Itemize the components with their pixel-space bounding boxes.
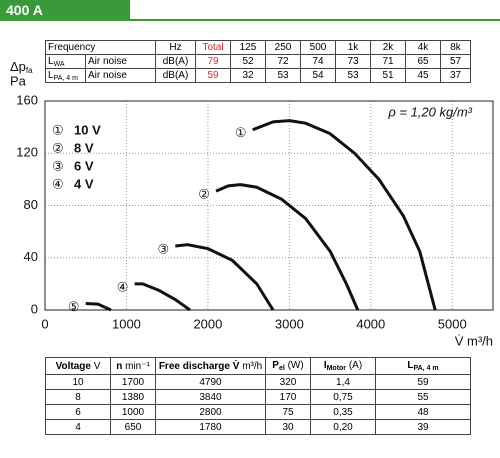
x-tick-label: 4000 — [356, 316, 385, 331]
curve-marker: ⑤ — [68, 299, 80, 314]
value-cell: 0,20 — [310, 419, 376, 435]
table-row: 10 1700 4790 320 1,4 59 — [45, 374, 471, 390]
value-cell: 170 — [265, 389, 311, 405]
x-tick-label: 0 — [41, 316, 48, 331]
table-row: LPA, 4 m Air noise dB(A) 59 32 53 54 53 51 45 37 — [45, 68, 471, 83]
header-text: L — [407, 360, 414, 371]
value-cell: 6 — [45, 404, 111, 420]
curve-marker: ④ — [117, 279, 129, 294]
x-axis-label: V̇ m³/h — [455, 333, 493, 348]
value-cell: 10 — [45, 374, 111, 390]
header-unit: V — [93, 360, 101, 372]
plot-frame — [44, 100, 494, 311]
header-cell: Pel (W) — [265, 357, 311, 375]
noise-table: Frequency Hz Total 125 250 500 1k 2k 4k 8k LWA Air … — [45, 40, 471, 83]
subscript: PA, 4 m — [413, 365, 439, 372]
legend-marker: ② — [52, 140, 64, 155]
y-tick-label: 120 — [16, 145, 38, 160]
value-cell: 55 — [375, 389, 471, 405]
value-cell: 48 — [375, 404, 471, 420]
y-tick-label: 160 — [16, 92, 38, 107]
curve-marker: ① — [235, 125, 247, 140]
header-text: n — [116, 360, 123, 372]
value-cell: 30 — [265, 419, 311, 435]
curve — [175, 243, 275, 311]
header-cell: Free discharge V̇ m³/h — [155, 357, 266, 375]
value-cell: 4 — [45, 419, 111, 435]
value-cell: 1000 — [110, 404, 156, 420]
header-text: Free discharge V̇ — [158, 360, 240, 372]
header-unit: min⁻¹ — [125, 360, 150, 372]
subscript: Motor — [326, 365, 347, 372]
subscript: PA, 4 m — [53, 74, 78, 82]
header-cell: IMotor (A) — [310, 357, 376, 375]
value-cell: 37 — [440, 68, 471, 83]
annotation: ρ = 1,20 kg/m³ — [387, 104, 472, 119]
y-tick-label: 0 — [31, 301, 38, 316]
legend-marker: ① — [52, 122, 64, 137]
legend-marker: ④ — [52, 176, 64, 191]
x-tick-label: 1000 — [112, 316, 141, 331]
value-cell: 650 — [110, 419, 156, 435]
y-tick-label: 40 — [24, 249, 38, 264]
header-cell: Voltage V — [45, 357, 111, 375]
table-row: 8 1380 3840 170 0,75 55 — [45, 389, 471, 405]
subscript: WA — [53, 60, 65, 68]
header-text: P — [272, 360, 279, 371]
value-cell: 59 — [375, 374, 471, 390]
y-label-symbol: Δp — [10, 59, 26, 74]
x-tick-label: 2000 — [193, 316, 222, 331]
curve-marker: ③ — [157, 241, 169, 256]
y-axis-unit: Pa — [10, 73, 27, 88]
symbol: L — [48, 55, 54, 67]
value-cell: 1,4 — [310, 374, 376, 390]
table-row: 6 1000 2800 75 0,35 48 — [45, 404, 471, 420]
curve-marker: ② — [198, 187, 210, 202]
legend-label: 10 V — [74, 122, 101, 137]
subscript: el — [278, 365, 285, 372]
table-row: 4 650 1780 30 0,20 39 — [45, 419, 471, 435]
legend-marker: ③ — [52, 158, 64, 173]
value-cell: 53 — [265, 68, 301, 83]
header-unit: (A) — [348, 360, 363, 371]
value-cell: 320 — [265, 374, 311, 390]
value-cell: 39 — [375, 419, 471, 435]
curve — [215, 183, 360, 311]
header-line — [0, 19, 500, 21]
y-tick-label: 80 — [24, 197, 38, 212]
legend-label: 6 V — [74, 158, 94, 173]
header-unit: (W) — [287, 360, 304, 371]
x-tick-label: 5000 — [438, 316, 467, 331]
value-cell: 75 — [265, 404, 311, 420]
symbol: L — [48, 69, 54, 81]
header-cell: n min⁻¹ — [110, 357, 156, 375]
header-unit: m³/h — [242, 360, 263, 372]
value-cell: 4790 — [155, 374, 266, 390]
value-cell: 1780 — [155, 419, 266, 435]
curve — [134, 282, 191, 312]
value-cell: 0,75 — [310, 389, 376, 405]
unit-cell: dB(A) — [155, 68, 196, 83]
y-axis-label: Δpfa — [10, 59, 33, 75]
header-text: I — [323, 360, 327, 371]
curve — [85, 301, 112, 312]
curve — [252, 119, 437, 311]
y-label-sub: fa — [26, 66, 33, 75]
header-cell: LPA, 4 m — [375, 357, 471, 375]
header-title: 400 A — [0, 0, 130, 20]
header-text: Voltage — [55, 360, 91, 372]
value-cell: 3840 — [155, 389, 266, 405]
value-cell: 8 — [45, 389, 111, 405]
x-tick-label: 3000 — [275, 316, 304, 331]
value-cell: 1700 — [110, 374, 156, 390]
value-cell: 2800 — [155, 404, 266, 420]
legend-label: 4 V — [74, 176, 94, 191]
value-cell: 0,35 — [310, 404, 376, 420]
legend-label: 8 V — [74, 140, 94, 155]
value-cell: 1380 — [110, 389, 156, 405]
